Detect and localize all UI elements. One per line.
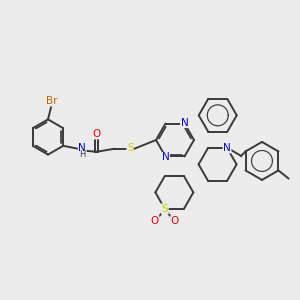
Text: N: N [78,143,86,153]
Text: Br: Br [46,96,58,106]
Text: S: S [162,204,168,214]
Text: N: N [162,152,170,163]
Text: O: O [92,129,100,139]
Text: O: O [171,216,179,226]
Text: H: H [79,150,85,159]
Text: N: N [223,143,231,153]
Text: S: S [127,143,134,153]
Text: O: O [151,216,159,226]
Text: N: N [181,118,188,128]
